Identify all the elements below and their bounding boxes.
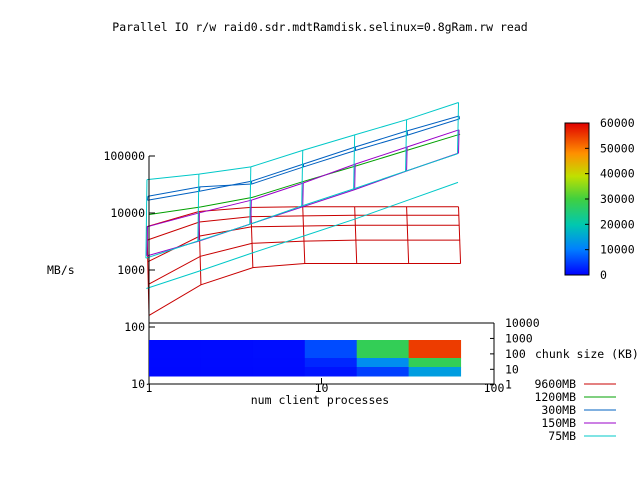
x-tick-label: 10 xyxy=(315,381,329,395)
heatmap-cell xyxy=(304,358,358,368)
series-connector-300MB xyxy=(354,146,357,151)
colorbar-tick-label: 30000 xyxy=(600,192,635,206)
heatmap-cell xyxy=(408,340,462,359)
z-tick-label: 1000 xyxy=(505,331,533,345)
heatmap-cell xyxy=(252,340,306,359)
colorbar-tick-label: 20000 xyxy=(600,217,635,231)
legend-label-9600MB: 9600MB xyxy=(534,377,576,391)
colorbar-tick-label: 10000 xyxy=(600,243,635,257)
series-connector-150MB xyxy=(406,146,408,171)
heatmap-cell xyxy=(304,367,358,377)
heatmap-strip xyxy=(149,340,462,377)
colorbar-tick-label: 0 xyxy=(600,268,607,282)
heatmap-cell xyxy=(200,358,254,368)
series-connector-75MB xyxy=(405,119,408,172)
x-tick-labels: 1 10 100 xyxy=(146,381,505,395)
heatmap-cell xyxy=(408,367,462,377)
series-connector-300MB xyxy=(406,130,409,136)
series-connector-75MB xyxy=(249,166,252,225)
surface-lines xyxy=(145,102,462,316)
heatmap-cell xyxy=(252,358,306,368)
legend-label-300MB: 300MB xyxy=(541,403,576,417)
colorbar-tick-label: 50000 xyxy=(600,141,635,155)
series-connector-75MB xyxy=(353,134,356,189)
series-connector-9600MB xyxy=(354,206,358,264)
y-tick-label: 100 xyxy=(124,320,145,334)
series-connector-9600MB xyxy=(458,206,462,264)
y-tick-label: 1000 xyxy=(117,263,145,277)
x-axis-label: num client processes xyxy=(251,393,389,407)
heatmap-cell xyxy=(408,358,462,368)
colorbar-tick-label: 40000 xyxy=(600,167,635,181)
legend-label-75MB: 75MB xyxy=(548,429,576,443)
series-connector-150MB xyxy=(302,182,304,207)
series-connector-300MB xyxy=(302,164,305,167)
series-connector-75MB xyxy=(301,150,304,207)
y-axis-label: MB/s xyxy=(47,263,75,277)
heatmap-cell xyxy=(200,367,254,377)
z-tick-label: 10 xyxy=(505,362,519,376)
series-connector-300MB xyxy=(198,186,201,192)
colorbar-tick-label: 60000 xyxy=(600,116,635,130)
series-connector-150MB xyxy=(250,200,252,224)
series-connector-300MB xyxy=(458,115,461,119)
series-line-1200MB-0 xyxy=(148,133,461,216)
x-tick-label: 100 xyxy=(484,381,505,395)
series-connector-300MB xyxy=(146,196,149,201)
heatmap-cell xyxy=(149,340,202,359)
z-tick-label: 1 xyxy=(505,378,512,392)
series-connector-75MB xyxy=(197,174,200,242)
heatmap-cell xyxy=(356,358,410,368)
heatmap-cell xyxy=(200,340,254,359)
series-connector-150MB xyxy=(146,226,148,256)
y-tick-label: 100000 xyxy=(103,149,145,163)
series-connector-150MB xyxy=(354,164,356,190)
z-axis-label: chunk size (KB) xyxy=(535,347,639,361)
colorbar-tick-labels: 0 10000 20000 30000 40000 50000 60000 xyxy=(585,116,635,282)
z-tick-label: 100 xyxy=(505,347,526,361)
heatmap-cell xyxy=(149,358,202,368)
heatmap-cell xyxy=(304,340,358,359)
heatmap-cell xyxy=(356,367,410,377)
series-connector-75MB xyxy=(145,179,148,259)
y-tick-label: 10 xyxy=(131,377,145,391)
series-connector-150MB xyxy=(458,129,460,154)
tick-marks xyxy=(148,155,495,386)
series-line-300MB-0 xyxy=(147,118,460,197)
legend-label-150MB: 150MB xyxy=(541,416,576,430)
y-tick-label: 10000 xyxy=(110,206,145,220)
legend-label-1200MB: 1200MB xyxy=(534,390,576,404)
heatmap-cell xyxy=(252,367,306,377)
y-tick-labels: 10 100 1000 10000 100000 xyxy=(103,149,145,391)
series-connector-150MB xyxy=(198,212,200,242)
x-tick-label: 1 xyxy=(146,381,153,395)
z-tick-label: 10000 xyxy=(505,316,540,330)
series-connector-9600MB xyxy=(406,206,410,264)
series-line-9600MB-0 xyxy=(148,263,461,316)
series-connector-75MB xyxy=(456,102,460,154)
heatmap-cell xyxy=(356,340,410,359)
chart-title: Parallel IO r/w raid0.sdr.mdtRamdisk.sel… xyxy=(112,20,527,34)
series-line-75MB-1 xyxy=(146,181,459,289)
series-connector-9600MB xyxy=(302,206,306,264)
series-connector-300MB xyxy=(250,181,253,185)
heatmap-cell xyxy=(149,367,202,377)
